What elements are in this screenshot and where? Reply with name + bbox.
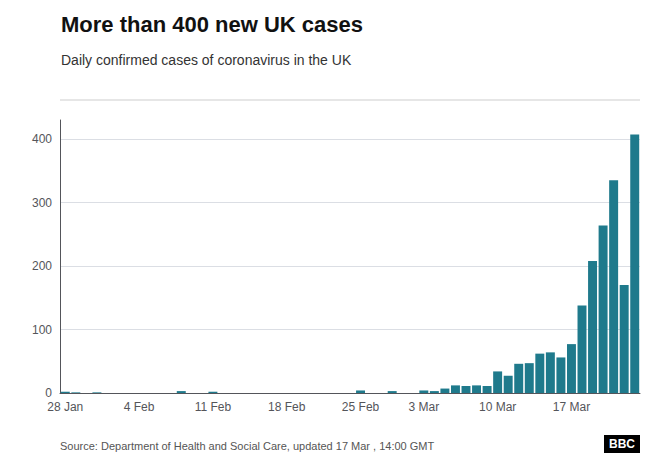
svg-text:100: 100 (32, 323, 52, 337)
svg-text:400: 400 (32, 132, 52, 146)
svg-text:0: 0 (45, 386, 52, 400)
svg-text:28 Jan: 28 Jan (47, 400, 83, 414)
svg-text:200: 200 (32, 259, 52, 273)
svg-text:3 Mar: 3 Mar (408, 400, 439, 414)
svg-text:18 Feb: 18 Feb (268, 400, 306, 414)
svg-text:300: 300 (32, 196, 52, 210)
svg-text:Daily confirmed cases of coron: Daily confirmed cases of coronavirus in … (61, 52, 352, 68)
svg-text:17 Mar: 17 Mar (553, 400, 590, 414)
svg-text:More than 400 new UK cases: More than 400 new UK cases (61, 12, 363, 37)
svg-text:Source: Department of Health a: Source: Department of Health and Social … (60, 440, 434, 452)
svg-text:11 Feb: 11 Feb (195, 400, 232, 414)
svg-text:BBC: BBC (609, 437, 635, 451)
svg-text:10 Mar: 10 Mar (479, 400, 516, 414)
svg-text:25 Feb: 25 Feb (342, 400, 380, 414)
svg-text:4 Feb: 4 Feb (124, 400, 155, 414)
